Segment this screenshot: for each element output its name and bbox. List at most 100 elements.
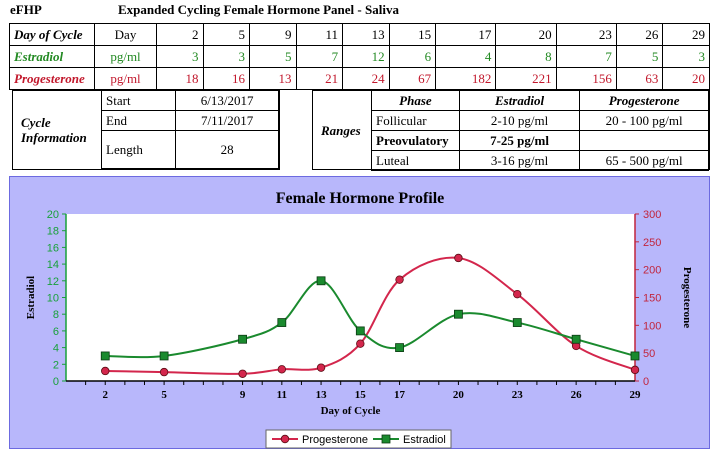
y-right-tick-label: 300 (643, 209, 661, 221)
range-progesterone: 65 - 500 pg/ml (579, 150, 709, 171)
estradiol-value: 5 (249, 45, 297, 68)
x-tick-label: 17 (394, 389, 406, 401)
y-right-tick-label: 200 (643, 265, 661, 277)
y-left-tick-label: 0 (53, 376, 59, 388)
day-value: 17 (435, 23, 497, 46)
day-row-label: Day of Cycle (9, 23, 95, 46)
y-left-tick-label: 16 (47, 242, 59, 254)
estradiol-point (571, 334, 581, 344)
estradiol-row-unit: pg/ml (94, 45, 157, 68)
x-tick-label: 26 (571, 389, 583, 401)
y-axis-right-label: Progesterone (681, 267, 693, 328)
day-row: Day of Cycle Day 2 5 9 11 13 15 17 20 23… (9, 23, 710, 46)
progesterone-point (316, 363, 326, 372)
y-right-tick-label: 100 (643, 320, 661, 332)
day-row-unit: Day (94, 23, 157, 46)
ranges-header-progesterone: Progesterone (579, 90, 709, 111)
day-value: 29 (662, 23, 710, 46)
ranges-table: Phase Estradiol Progesterone Follicular … (371, 90, 709, 171)
progesterone-point (630, 365, 640, 375)
estradiol-row: Estradiol pg/ml 3 3 5 7 12 6 4 8 7 5 3 (9, 45, 710, 68)
progesterone-point (454, 253, 463, 263)
estradiol-point (395, 343, 404, 353)
day-value: 13 (342, 23, 390, 46)
progesterone-row-label: Progesterone (9, 67, 95, 90)
progesterone-point (101, 366, 110, 376)
progesterone-value: 63 (615, 67, 664, 90)
start-label: Start (100, 90, 177, 111)
y-left-tick-label: 8 (53, 309, 59, 321)
estradiol-point (454, 309, 463, 319)
estradiol-value: 7 (295, 45, 344, 68)
ranges-header-phase: Phase (371, 90, 460, 111)
ranges-label: Ranges (321, 123, 361, 138)
x-tick-label: 2 (102, 389, 108, 401)
y-left-tick-label: 12 (47, 276, 59, 288)
estradiol-point (277, 318, 287, 327)
estradiol-value: 3 (202, 45, 251, 68)
y-right-tick-label: 0 (643, 376, 649, 388)
end-label: End (100, 110, 177, 131)
progesterone-value: 13 (249, 67, 297, 90)
chart-title: Female Hormone Profile (276, 190, 445, 207)
day-value: 20 (495, 23, 557, 46)
estradiol-value: 12 (342, 45, 390, 68)
y-left-tick-label: 6 (53, 326, 59, 338)
y-right-tick-label: 50 (643, 348, 655, 360)
estradiol-value: 5 (615, 45, 664, 68)
y-left-tick-label: 18 (47, 226, 59, 238)
hormone-chart: Female Hormone Profile02468101214161820E… (25, 190, 693, 449)
progesterone-point (356, 339, 365, 348)
x-tick-label: 5 (161, 389, 167, 401)
progesterone-value: 182 (435, 67, 497, 90)
cycle-length: 28 (175, 130, 279, 169)
estradiol-value: 8 (495, 45, 557, 68)
estradiol-value: 3 (156, 45, 204, 68)
cycle-information-label-line2: Information (21, 130, 87, 145)
legend-progesterone-label: Progesterone (302, 434, 368, 446)
day-value: 2 (156, 23, 204, 46)
estradiol-value: 3 (662, 45, 710, 68)
y-left-tick-label: 14 (47, 259, 59, 271)
range-estradiol: 2-10 pg/ml (458, 110, 581, 131)
progesterone-value: 221 (495, 67, 557, 90)
progesterone-point (395, 275, 404, 284)
range-phase: Follicular (371, 110, 460, 131)
cycle-values-table: Day of Cycle Day 2 5 9 11 13 15 17 20 23… (9, 23, 710, 90)
day-value: 23 (555, 23, 617, 46)
x-tick-label: 23 (512, 389, 524, 401)
cycle-information-table: Start 6/13/2017 End 7/11/2017 Length 28 (100, 90, 279, 169)
range-estradiol: 7-25 pg/ml (458, 130, 581, 151)
length-label: Length (100, 130, 177, 169)
range-phase: Preovulatory (371, 130, 460, 151)
x-tick-label: 11 (277, 389, 287, 401)
progesterone-value: 20 (662, 67, 710, 90)
legend-estradiol-marker (381, 434, 391, 444)
y-left-tick-label: 4 (53, 343, 59, 355)
x-tick-label: 29 (630, 389, 642, 401)
legend-progesterone-marker (280, 434, 290, 444)
start-date: 6/13/2017 (175, 90, 279, 111)
legend-estradiol-label: Estradiol (403, 434, 446, 446)
day-value: 11 (295, 23, 344, 46)
x-tick-label: 15 (355, 389, 367, 401)
x-tick-label: 13 (316, 389, 328, 401)
progesterone-value: 24 (342, 67, 390, 90)
progesterone-value: 18 (156, 67, 204, 90)
estradiol-point (630, 351, 640, 361)
progesterone-point (277, 365, 287, 374)
range-progesterone (579, 130, 709, 151)
progesterone-point (159, 367, 169, 377)
progesterone-value: 21 (295, 67, 344, 90)
progesterone-point (238, 369, 247, 378)
y-left-tick-label: 20 (47, 209, 59, 221)
progesterone-value: 156 (555, 67, 617, 90)
ranges-header-estradiol: Estradiol (458, 90, 581, 111)
range-estradiol: 3-16 pg/ml (458, 150, 581, 171)
panel-title: Expanded Cycling Female Hormone Panel - … (118, 2, 399, 17)
y-axis-left-label: Estradiol (25, 276, 37, 319)
estradiol-point (512, 318, 522, 327)
legend-box (265, 429, 452, 449)
estradiol-point (355, 326, 365, 336)
day-value: 9 (249, 23, 297, 46)
